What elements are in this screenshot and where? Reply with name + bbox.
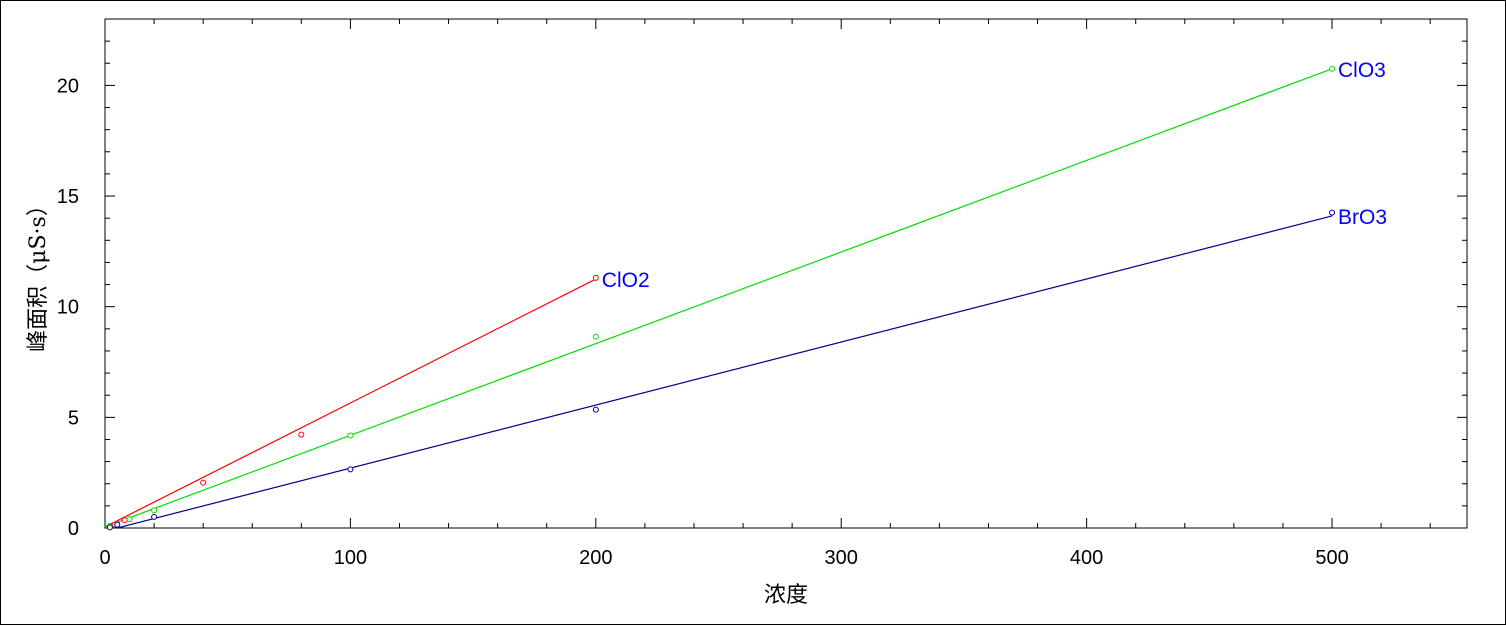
plot-area-border (104, 18, 1468, 529)
series-label-clo2: ClO2 (602, 269, 650, 292)
data-point-bro3 (151, 513, 158, 520)
data-point-bro3 (347, 466, 354, 473)
y-axis-label: 峰面积（μS·s） (26, 194, 51, 352)
data-point-clo2 (200, 479, 207, 486)
x-tick-label: 100 (334, 547, 367, 569)
fit-line-bro3 (117, 215, 1333, 529)
x-tick-label: 0 (99, 547, 110, 569)
data-point-clo3 (347, 432, 354, 439)
data-point-clo2 (592, 274, 599, 281)
data-point-clo3 (151, 507, 158, 514)
data-point-bro3 (1329, 209, 1336, 216)
y-tick-label: 0 (68, 518, 79, 540)
x-tick-label: 500 (1315, 547, 1348, 569)
data-point-clo3 (592, 333, 599, 340)
y-tick-label: 15 (57, 186, 79, 208)
x-tick-label: 300 (825, 547, 858, 569)
series-label-clo3: ClO3 (1338, 59, 1386, 82)
data-point-clo2 (121, 517, 128, 524)
y-tick-label: 5 (68, 407, 79, 429)
fit-line-clo3 (104, 68, 1333, 528)
y-tick-label: 20 (57, 75, 79, 97)
data-point-clo2 (298, 431, 305, 438)
fit-line-clo2 (104, 278, 597, 528)
data-point-clo3 (126, 516, 133, 523)
data-point-bro3 (114, 521, 121, 528)
data-point-clo3 (1329, 65, 1336, 72)
x-tick-label: 200 (579, 547, 612, 569)
y-tick-label: 10 (57, 297, 79, 319)
data-point-bro3 (592, 406, 599, 413)
x-tick-label: 400 (1070, 547, 1103, 569)
series-label-bro3: BrO3 (1338, 206, 1387, 229)
x-axis-label: 浓度 (764, 583, 808, 608)
data-point-bro3 (106, 524, 113, 531)
